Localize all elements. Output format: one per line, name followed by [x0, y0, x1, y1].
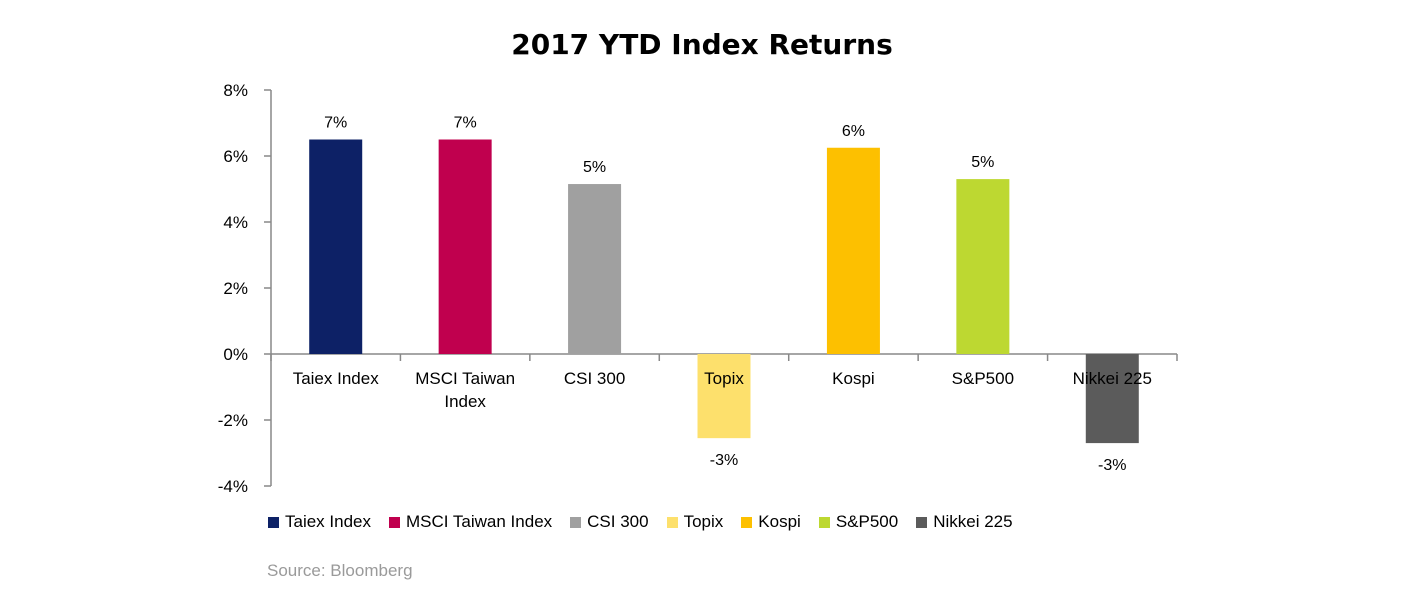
y-tick-label: 8%	[223, 81, 248, 100]
legend-swatch	[818, 516, 830, 528]
category-label: Index	[444, 392, 486, 411]
category-label: Taiex Index	[293, 369, 379, 388]
y-tick-label: -2%	[218, 411, 248, 430]
legend-item: S&P500	[818, 512, 899, 532]
data-label: 7%	[454, 115, 477, 132]
data-label: -3%	[1098, 457, 1126, 474]
y-tick-label: -4%	[218, 477, 248, 496]
chart-labels: 8% 6% 4% 2% 0% -2% -4% 7% Taiex Index 7% MSCI Taiw…	[218, 81, 1152, 496]
bar-6	[1085, 354, 1139, 444]
legend-item: Kospi	[741, 512, 801, 532]
legend-label: CSI 300	[587, 512, 649, 531]
y-tick-label: 2%	[223, 279, 248, 298]
category-label: Kospi	[832, 369, 875, 388]
chart-title: 2017 YTD Index Returns	[511, 28, 893, 61]
category-label: Nikkei 225	[1073, 369, 1152, 388]
legend-swatch	[570, 516, 582, 528]
y-tick-label: 6%	[223, 147, 248, 166]
bar-2	[568, 184, 622, 354]
legend-swatch	[741, 516, 753, 528]
data-label: 7%	[324, 115, 347, 132]
data-label: 5%	[971, 154, 994, 171]
legend-swatch	[916, 516, 928, 528]
legend-item: Topix	[666, 512, 724, 532]
legend-label: S&P500	[835, 512, 899, 531]
legend-item: Nikkei 225	[916, 512, 1013, 532]
legend-item: MSCI Taiwan Index	[389, 512, 552, 532]
y-tick-label: 0%	[223, 345, 248, 364]
chart-legend: Taiex Index MSCI Taiwan Index CSI 300 Topix…	[268, 512, 1013, 532]
legend-swatch	[268, 516, 279, 528]
legend-swatch	[389, 516, 400, 528]
category-label: CSI 300	[564, 369, 625, 388]
legend-label: Kospi	[758, 512, 801, 531]
data-label: 6%	[842, 123, 865, 140]
legend-item: Taiex Index	[268, 512, 371, 532]
data-label: 5%	[583, 159, 606, 176]
bar-4	[826, 147, 880, 354]
bar-1	[438, 139, 492, 354]
data-label: -3%	[710, 452, 738, 469]
bar-0	[309, 139, 363, 354]
legend-label: Taiex Index	[285, 512, 371, 531]
category-label: Topix	[704, 369, 744, 388]
legend-item: CSI 300	[570, 512, 649, 532]
chart-bars	[309, 139, 1139, 444]
legend-label: Topix	[683, 512, 724, 531]
category-label: MSCI Taiwan	[415, 369, 515, 388]
category-label: S&P500	[952, 369, 1014, 388]
bar-5	[956, 179, 1010, 354]
y-tick-label: 4%	[223, 213, 248, 232]
legend-label: Nikkei 225	[933, 512, 1013, 531]
legend-label: MSCI Taiwan Index	[406, 512, 553, 531]
bar-3	[697, 354, 751, 439]
legend-swatch	[666, 516, 678, 528]
source-note: Source: Bloomberg	[267, 561, 413, 580]
